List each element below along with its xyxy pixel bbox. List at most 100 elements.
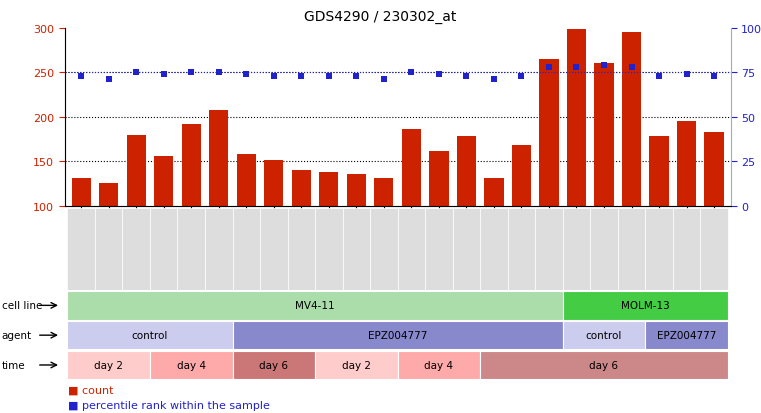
Point (708, 74, 720, 80)
Bar (567, 30, 586, 206)
Point (515, 74, 527, 80)
Bar (315, 208, 342, 291)
Text: MV4-11: MV4-11 (295, 301, 335, 311)
Bar (700, 208, 728, 291)
Point (185, 70, 197, 76)
Text: control: control (132, 330, 168, 340)
Text: MOLM-13: MOLM-13 (621, 301, 670, 311)
Bar (95, 208, 123, 291)
Bar (315, 351, 397, 380)
Bar (150, 208, 177, 291)
Bar (512, 146, 531, 206)
Text: day 4: day 4 (425, 360, 454, 370)
Bar (453, 208, 480, 291)
Bar (402, 130, 421, 206)
Text: day 4: day 4 (177, 360, 205, 370)
Bar (622, 33, 641, 206)
Bar (425, 208, 453, 291)
Text: GDS4290 / 230302_at: GDS4290 / 230302_at (304, 10, 457, 24)
Bar (562, 321, 645, 350)
Bar (649, 137, 669, 206)
Point (75, 74, 88, 80)
Bar (562, 208, 591, 291)
Point (377, 77, 390, 83)
Point (350, 74, 362, 80)
Bar (508, 208, 535, 291)
Bar (429, 152, 448, 206)
Point (653, 74, 665, 80)
Bar (591, 208, 618, 291)
Point (212, 70, 224, 76)
Bar (126, 136, 146, 206)
Bar (562, 291, 728, 320)
Text: cell line: cell line (2, 301, 42, 311)
Bar (397, 208, 425, 291)
Bar (209, 110, 228, 206)
Bar (68, 291, 562, 320)
Bar (480, 208, 508, 291)
Bar (150, 351, 233, 380)
Bar (154, 157, 174, 206)
Bar (319, 172, 339, 206)
Bar (99, 184, 119, 206)
Point (626, 64, 638, 71)
Bar (233, 321, 562, 350)
Bar (594, 64, 613, 206)
Point (598, 63, 610, 69)
Bar (237, 155, 256, 206)
Bar (233, 351, 315, 380)
Point (295, 74, 307, 80)
Point (433, 72, 445, 78)
Point (240, 72, 253, 78)
Point (460, 74, 473, 80)
Bar (68, 321, 233, 350)
Point (680, 72, 693, 78)
Bar (645, 321, 728, 350)
Text: EPZ004777: EPZ004777 (657, 330, 716, 340)
Text: time: time (2, 360, 25, 370)
Bar (260, 208, 288, 291)
Point (543, 64, 555, 71)
Bar (645, 208, 673, 291)
Bar (535, 208, 562, 291)
Text: control: control (586, 330, 622, 340)
Bar (480, 351, 728, 380)
Text: EPZ004777: EPZ004777 (368, 330, 428, 340)
Point (268, 74, 280, 80)
Bar (205, 208, 233, 291)
Bar (705, 133, 724, 206)
Text: ■ percentile rank within the sample: ■ percentile rank within the sample (68, 400, 270, 410)
Bar (291, 171, 311, 206)
Bar (288, 208, 315, 291)
Text: ■ count: ■ count (68, 384, 113, 394)
Point (488, 77, 500, 83)
Bar (177, 208, 205, 291)
Bar (673, 208, 700, 291)
Point (406, 70, 418, 76)
Point (130, 70, 142, 76)
Bar (123, 208, 150, 291)
Text: day 6: day 6 (590, 360, 619, 370)
Text: day 2: day 2 (94, 360, 123, 370)
Bar (540, 60, 559, 206)
Bar (397, 351, 480, 380)
Bar (68, 351, 150, 380)
Point (158, 72, 170, 78)
Bar (457, 137, 476, 206)
Bar (68, 208, 95, 291)
Text: day 2: day 2 (342, 360, 371, 370)
Bar (182, 125, 201, 206)
Bar (484, 179, 504, 206)
Point (571, 64, 583, 71)
Bar (618, 208, 645, 291)
Bar (233, 208, 260, 291)
Point (323, 74, 335, 80)
Bar (264, 161, 283, 206)
Bar (347, 174, 366, 206)
Point (103, 77, 115, 83)
Text: agent: agent (2, 330, 32, 340)
Bar (72, 179, 91, 206)
Text: day 6: day 6 (260, 360, 288, 370)
Bar (342, 208, 370, 291)
Bar (374, 179, 393, 206)
